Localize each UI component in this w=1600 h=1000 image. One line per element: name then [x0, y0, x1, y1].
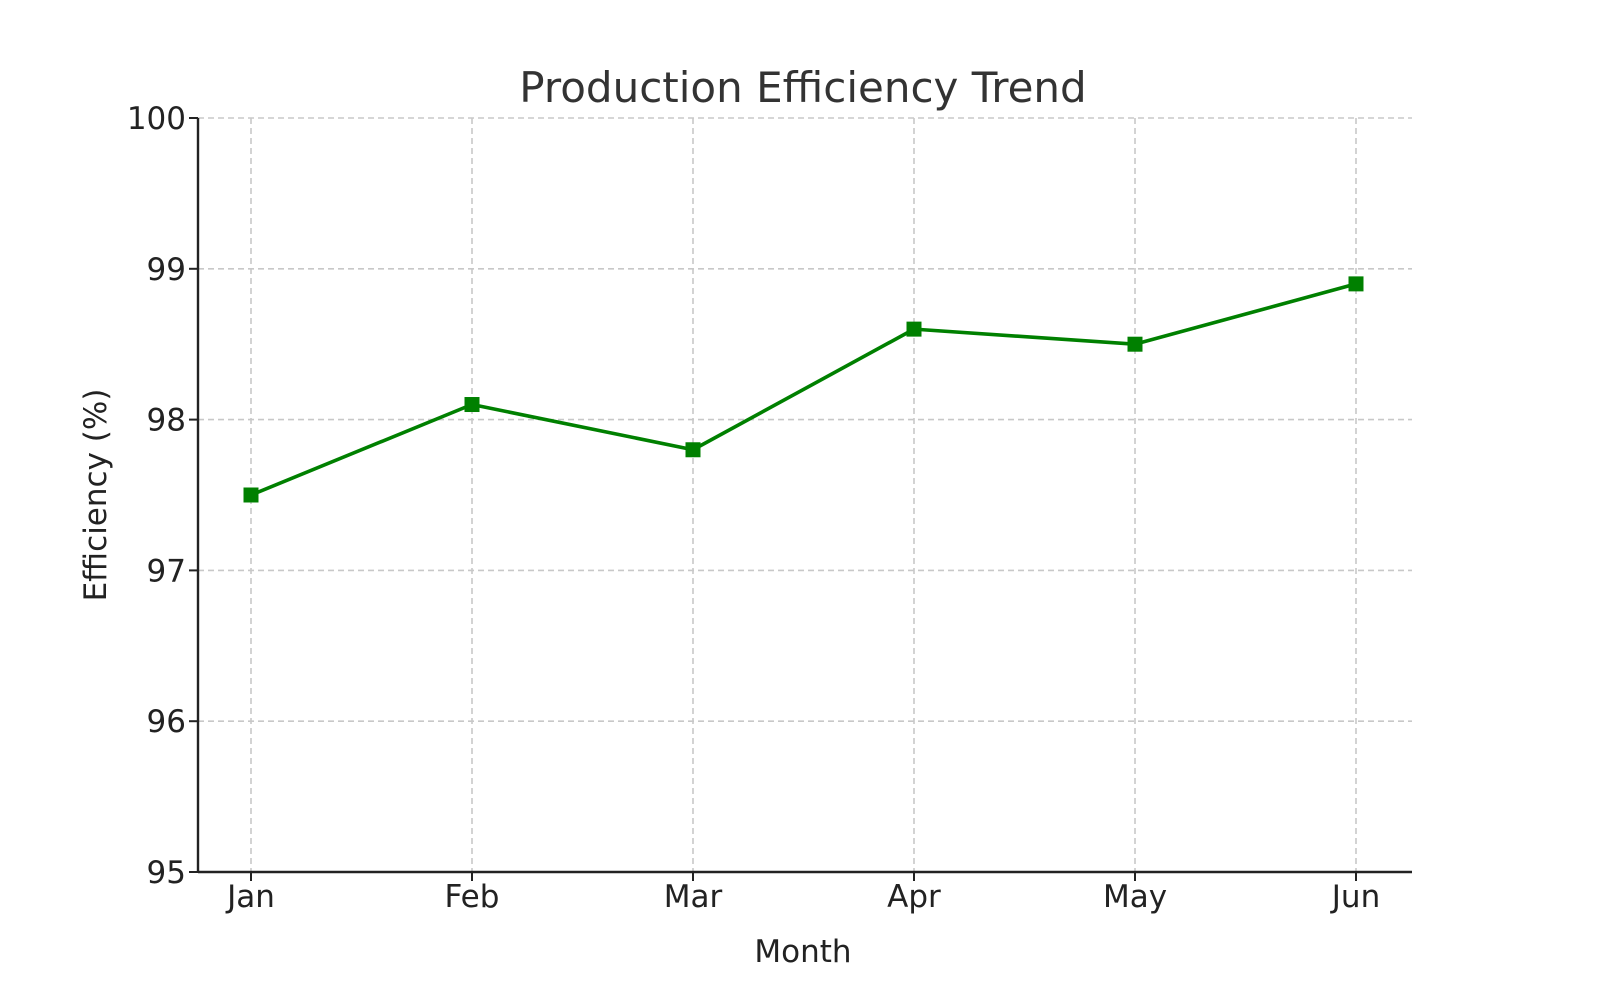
data-point-marker [1348, 276, 1364, 292]
x-tick-label: Jan [225, 879, 275, 915]
data-point-marker [906, 321, 922, 337]
ticks: Jan Feb Mar Apr May Jun 95 96 97 98 99 100 [127, 101, 1380, 915]
series-line [249, 282, 1358, 497]
x-tick-label: Apr [887, 879, 941, 915]
x-tick-label: Feb [445, 879, 500, 915]
y-tick-label: 95 [147, 855, 186, 891]
series [243, 276, 1364, 503]
chart-title: Production Efficiency Trend [519, 63, 1086, 112]
axes [196, 118, 1412, 874]
y-tick-label: 98 [147, 403, 186, 439]
x-tick-label: Mar [664, 879, 723, 915]
y-tick-label: 96 [147, 704, 186, 740]
y-tick-label: 97 [147, 553, 186, 589]
grid [198, 117, 1412, 873]
data-point-marker [685, 442, 701, 458]
y-axis-label: Efficiency (%) [78, 389, 114, 602]
data-point-marker [243, 487, 259, 503]
data-point-marker [1127, 336, 1143, 352]
x-tick-label: May [1103, 879, 1167, 915]
x-tick-label: Jun [1330, 879, 1380, 915]
y-tick-label: 99 [147, 252, 186, 288]
x-axis-label: Month [754, 934, 851, 970]
data-point-marker [464, 397, 480, 413]
y-tick-label: 100 [127, 101, 186, 137]
